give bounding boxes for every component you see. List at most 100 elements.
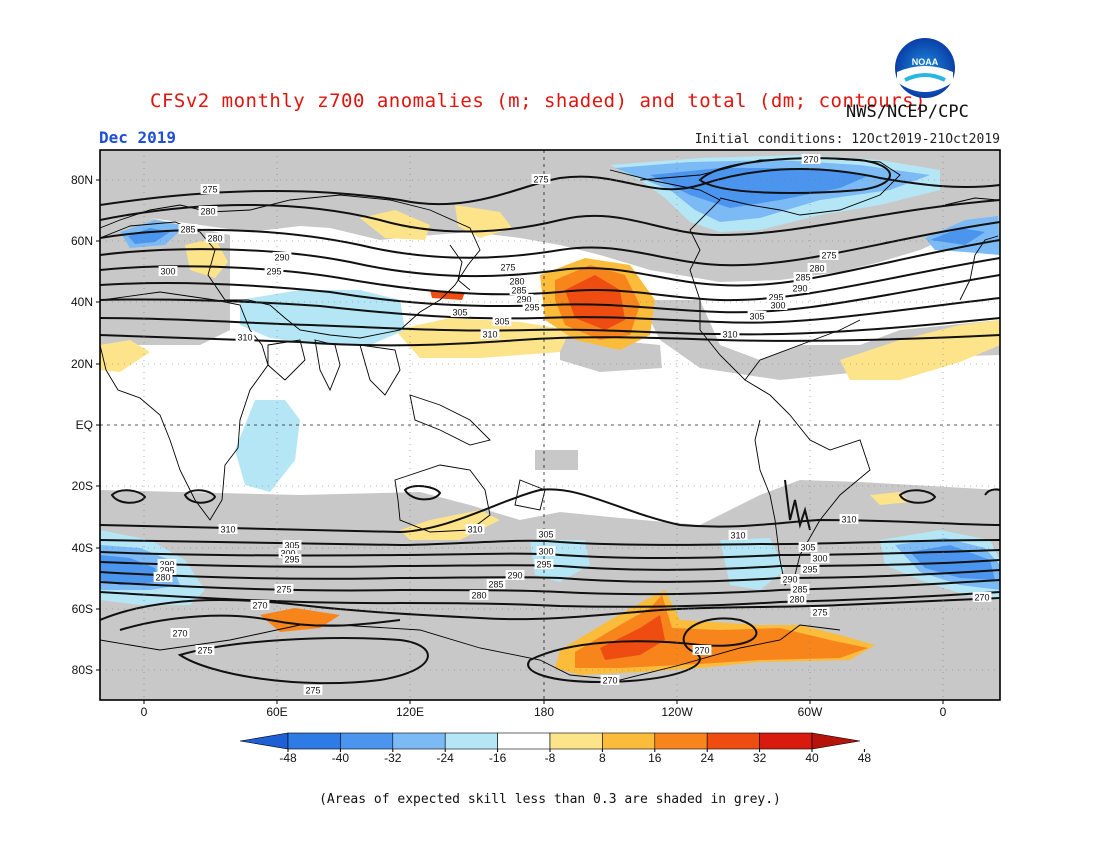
contour-label: 285 [180, 225, 195, 235]
lon-label: 0 [141, 705, 148, 719]
contour-label-bg [536, 546, 556, 556]
contour-label-bg [272, 252, 292, 262]
contour-label-bg [498, 262, 518, 272]
contour-label: 305 [749, 312, 764, 322]
colorbar-label: -48 [279, 751, 297, 765]
contour-label-bg [469, 590, 489, 600]
contour-label-bg [195, 645, 215, 655]
contour-label-bg [768, 300, 788, 310]
contour-label: 305 [452, 308, 467, 318]
contour-label-bg [153, 572, 173, 582]
colorbar-label: -32 [384, 751, 402, 765]
contour-label: 290 [159, 560, 174, 570]
lat-label: 20S [72, 479, 93, 493]
contour-label: 275 [202, 185, 217, 195]
lon-label: 120E [396, 705, 424, 719]
contour-label: 310 [467, 525, 482, 535]
contour-label-bg [157, 565, 177, 575]
contour-label: 280 [207, 234, 222, 244]
colorbar-swatch [706, 732, 760, 750]
contour-label-bg [793, 272, 813, 282]
colorbar-swatch [549, 732, 603, 750]
lon-label: 120W [661, 705, 693, 719]
contour-label: 310 [841, 515, 856, 525]
contour-label-bg [507, 276, 527, 286]
contour-label-bg [600, 675, 620, 685]
contour-label-bg [807, 263, 827, 273]
longitude-axis: 0 60E 120E 180 120W 60W 0 [141, 700, 947, 719]
noaa-logo-icon: NOAA [895, 38, 955, 98]
colorbar-label: 48 [858, 751, 872, 765]
lon-label: 60W [798, 705, 823, 719]
contour-label: 285 [792, 585, 807, 595]
skill-footnote: (Areas of expected skill less than 0.3 a… [319, 792, 781, 807]
contour-label-bg [728, 530, 748, 540]
contour-label: 300 [538, 547, 553, 557]
contour-label: 280 [155, 573, 170, 583]
contour-label-bg [178, 224, 198, 234]
contour-label: 310 [722, 330, 737, 340]
lon-label: 0 [940, 705, 947, 719]
colorbar-swatch [759, 732, 813, 750]
initial-conditions: Initial conditions: 12Oct2019-21Oct2019 [694, 132, 1000, 147]
contour-label: 295 [802, 565, 817, 575]
contour-label-bg [747, 311, 767, 321]
contour-label-bg [250, 600, 270, 610]
latitude-axis: 80N 60N 40N 20N EQ 20S 40S 60S 80S [71, 173, 100, 677]
contour-label-bg [205, 233, 225, 243]
colorbar-label: -8 [545, 751, 556, 765]
contour-label-bg [198, 206, 218, 216]
anomaly-map: NOAA [71, 38, 1001, 765]
contour-label-bg [486, 579, 506, 589]
contour-label-bg [780, 574, 800, 584]
contour-label-bg [819, 250, 839, 260]
contour-label: 290 [507, 571, 522, 581]
contour-label-bg [787, 594, 807, 604]
agency-label: NWS/NCEP/CPC [846, 102, 969, 122]
contour-label-bg [200, 184, 220, 194]
contour-label: 270 [252, 601, 267, 611]
contour-label: 280 [789, 595, 804, 605]
contour-label: 300 [160, 267, 175, 277]
contour-label: 270 [803, 155, 818, 165]
colorbar-swatch [497, 732, 551, 750]
contour-label: 285 [795, 273, 810, 283]
contour-label: 295 [524, 303, 539, 313]
contour-label: 290 [516, 295, 531, 305]
contour-label: 295 [266, 267, 281, 277]
contour-label-bg [801, 154, 821, 164]
contour-label: 305 [538, 530, 553, 540]
contour-label-bg [450, 307, 470, 317]
colorbar-swatch [239, 732, 289, 750]
contour-label: 270 [694, 646, 709, 656]
contour-label: 310 [237, 333, 252, 343]
contour-label-bg [157, 559, 177, 569]
colorbar-swatch [340, 732, 394, 750]
contour-label: 270 [974, 593, 989, 603]
lon-label: 180 [534, 705, 554, 719]
contour-label-bg [534, 559, 554, 569]
contour-label-bg [278, 548, 298, 558]
colorbar-swatch [811, 732, 861, 750]
contour-label: 270 [602, 676, 617, 686]
contour-label-group: 2752802852802902953003102752752802852902… [153, 154, 992, 696]
colorbar-label: -40 [332, 751, 350, 765]
contour-label: 280 [509, 277, 524, 287]
contour-label: 275 [821, 251, 836, 261]
contour-label: 290 [274, 253, 289, 263]
contour-label: 270 [172, 629, 187, 639]
contour-label: 295 [159, 566, 174, 576]
contour-label-bg [514, 294, 534, 304]
contour-label: 310 [220, 525, 235, 535]
contour-label: 275 [533, 175, 548, 185]
chart-title: CFSv2 monthly z700 anomalies (m; shaded)… [150, 90, 927, 112]
lat-label: 80N [71, 173, 93, 187]
colorbar-swatch [654, 732, 708, 750]
colorbar-swatch [444, 732, 498, 750]
logo-text: NOAA [912, 57, 939, 67]
contour-label-bg [509, 285, 529, 295]
contour-label: 275 [276, 585, 291, 595]
contour-label-bg [480, 329, 500, 339]
contour-label-bg [766, 292, 786, 302]
contour-label: 275 [197, 646, 212, 656]
